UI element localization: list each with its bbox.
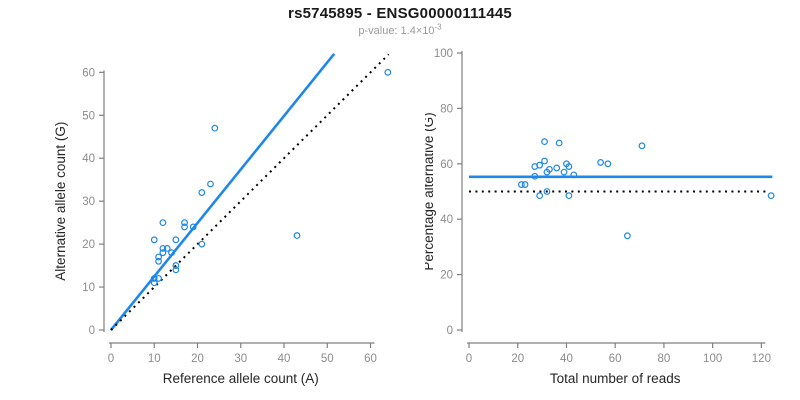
data-point xyxy=(159,249,167,257)
data-point xyxy=(638,142,646,150)
regression-line xyxy=(109,53,336,331)
data-point xyxy=(517,181,525,188)
data-point xyxy=(293,232,301,239)
data-point xyxy=(172,236,180,244)
data-point xyxy=(531,172,539,180)
data-point xyxy=(604,160,612,168)
x-tick-label: 40 xyxy=(278,353,291,365)
data-point xyxy=(543,168,551,176)
data-point xyxy=(536,192,544,200)
data-point xyxy=(565,163,573,170)
data-point xyxy=(543,188,551,195)
data-point xyxy=(150,275,158,282)
data-point xyxy=(155,257,162,265)
data-point xyxy=(198,189,206,196)
data-point xyxy=(541,138,548,146)
y-tick-label: 50 xyxy=(82,110,95,122)
x-tick-label: 40 xyxy=(560,353,573,365)
data-point xyxy=(159,219,167,227)
data-point xyxy=(150,279,158,287)
data-point xyxy=(384,68,392,76)
data-point xyxy=(553,164,561,172)
x-tick-label: 120 xyxy=(752,353,771,365)
y-tick-label: 40 xyxy=(440,214,453,226)
x-tick-label: 10 xyxy=(148,353,161,365)
y-tick-label: 40 xyxy=(82,153,95,165)
data-point xyxy=(623,232,631,240)
x-tick-label: 100 xyxy=(703,353,722,365)
data-point xyxy=(189,223,197,231)
x-tick-label: 20 xyxy=(511,353,524,365)
pvalue-base: p-value: 1.4×10 xyxy=(358,25,435,37)
data-point xyxy=(531,163,539,170)
y-axis-title: Percentage alternative (G) xyxy=(425,112,436,270)
figure-header: rs5745895 - ENSG00000111445 p-value: 1.4… xyxy=(0,5,800,37)
x-tick-label: 50 xyxy=(321,353,334,365)
y-tick-label: 10 xyxy=(82,282,95,294)
y-tick-label: 60 xyxy=(82,67,95,79)
x-tick-label: 0 xyxy=(108,353,114,365)
data-point xyxy=(172,266,180,274)
data-point xyxy=(181,223,188,231)
x-tick-label: 60 xyxy=(609,353,622,365)
data-point xyxy=(565,192,573,200)
data-point xyxy=(172,262,180,269)
x-tick-label: 30 xyxy=(234,353,247,365)
x-axis-title: Total number of reads xyxy=(550,371,681,386)
data-point xyxy=(155,275,162,282)
y-tick-label: 0 xyxy=(447,325,453,337)
data-point xyxy=(168,249,175,257)
y-axis-title: Alternative allele count (G) xyxy=(53,122,68,281)
y-tick-label: 20 xyxy=(82,239,95,251)
data-point xyxy=(207,180,214,188)
data-point xyxy=(150,236,158,244)
x-tick-label: 80 xyxy=(658,353,671,365)
y-tick-label: 30 xyxy=(82,196,95,208)
y-tick-label: 100 xyxy=(434,48,453,60)
subtitle-pvalue: p-value: 1.4×10-3 xyxy=(0,22,800,37)
x-tick-label: 20 xyxy=(191,353,204,365)
x-axis-title: Reference allele count (A) xyxy=(163,371,319,386)
data-point xyxy=(198,240,206,248)
scatter-panel-left: 0 10 20 30 40 50 60 0 10 20 30 40 50 60 Reference alle… xyxy=(53,53,392,386)
y-tick-label: 60 xyxy=(440,159,453,171)
data-point xyxy=(560,168,568,176)
y-tick-label: 0 xyxy=(89,325,95,337)
identity-line xyxy=(110,53,390,331)
scatter-panel-right: 0 20 40 60 80 100 0 20 40 60 80 100 120 Total number … xyxy=(425,48,775,386)
pvalue-exponent: -3 xyxy=(434,22,442,32)
data-point xyxy=(555,139,563,147)
data-point xyxy=(163,245,171,252)
data-point xyxy=(541,157,548,165)
y-tick-label: 80 xyxy=(440,103,453,115)
data-point xyxy=(181,219,188,227)
x-tick-label: 0 xyxy=(466,353,472,365)
page-title: rs5745895 - ENSG00000111445 xyxy=(288,5,512,22)
data-point xyxy=(570,171,578,179)
data-point xyxy=(767,192,775,200)
data-point xyxy=(211,124,219,132)
data-point xyxy=(155,253,162,261)
y-tick-label: 20 xyxy=(440,270,453,282)
x-tick-label: 60 xyxy=(364,353,377,365)
data-point xyxy=(159,245,167,252)
data-point xyxy=(521,181,529,188)
data-point xyxy=(597,159,604,166)
